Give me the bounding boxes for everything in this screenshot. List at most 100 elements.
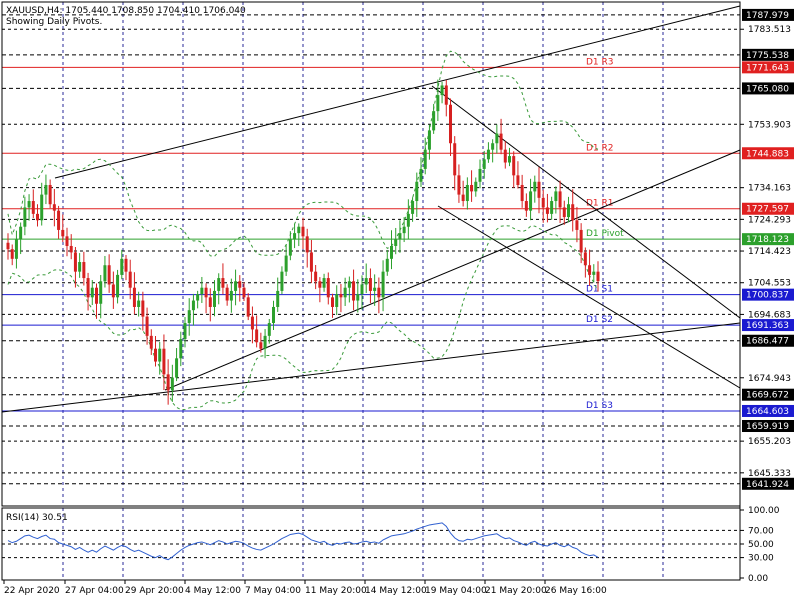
candle-body	[213, 290, 216, 307]
y-tick-label: 1734.163	[748, 184, 791, 194]
candle-body	[250, 316, 254, 330]
candle-body	[14, 239, 18, 259]
time-axis: 22 Apr 2020 27 Apr 04:00 29 Apr 20:00 4 May…	[3, 580, 607, 596]
candle-body	[322, 278, 326, 288]
level-price-tag	[742, 420, 794, 433]
candle-body	[116, 274, 120, 298]
candle-body	[120, 258, 124, 275]
pivot-price-label: 1744.883	[746, 149, 789, 159]
candle-body	[301, 226, 305, 237]
y-tick-label: 1674.943	[748, 374, 791, 384]
candle-body	[478, 168, 482, 182]
x-tick-label: 29 Apr 20:00	[125, 586, 184, 596]
level-price-tag	[742, 334, 794, 347]
trend-mid-support	[164, 149, 741, 391]
pivot-price-label: 1664.603	[746, 407, 789, 417]
candle-body	[132, 287, 136, 307]
candle-body	[65, 236, 69, 246]
candle-body	[482, 159, 486, 169]
candle-body	[145, 316, 149, 336]
candle-body	[533, 181, 537, 192]
rsi-y-tick-label: 100.00	[748, 506, 780, 516]
candle-body	[432, 111, 436, 131]
candle-body	[187, 310, 191, 324]
candle-body	[272, 306, 275, 324]
candle-body	[107, 265, 111, 285]
level-price-tag	[742, 388, 794, 401]
candle-body	[352, 281, 356, 301]
candle-body	[470, 184, 474, 192]
pivot-label: D1 R2	[586, 143, 614, 153]
x-tick-label: 22 Apr 2020	[4, 586, 60, 596]
x-tick-label: 19 May 04:00	[425, 586, 487, 596]
candle-body	[529, 191, 533, 211]
y-tick-label: 1783.513	[748, 25, 791, 35]
pivot-price-tag	[742, 288, 794, 301]
candle-body	[128, 271, 132, 288]
candle-body	[524, 201, 528, 211]
candle-body	[491, 143, 495, 150]
candle-body	[40, 194, 44, 221]
candle-body	[465, 184, 469, 202]
candle-body	[137, 300, 141, 307]
candle-body	[385, 258, 389, 272]
candle-body	[297, 226, 301, 234]
candle-body	[364, 278, 368, 285]
y-tick-label: 1704.553	[748, 279, 791, 289]
candle-body	[149, 335, 153, 349]
candle-body	[234, 281, 238, 291]
candle-body	[166, 374, 170, 391]
rsi-title: RSI(14) 30.51	[6, 513, 68, 523]
trend-down-upper	[431, 85, 741, 319]
candle-body	[436, 95, 440, 112]
candle-body	[280, 271, 284, 291]
candle-body	[95, 287, 98, 304]
y-tick-label: 1655.203	[748, 437, 791, 447]
candle-body	[208, 297, 212, 307]
trend-lower-support	[1, 322, 741, 413]
pivot-price-tag	[742, 319, 794, 332]
trend-upper-channel	[54, 5, 741, 179]
pivot-price-label: 1727.597	[746, 205, 789, 215]
band-lower	[7, 225, 599, 411]
level-price-tag	[742, 8, 794, 21]
candle-body	[175, 358, 179, 378]
candle-body	[217, 278, 221, 291]
candle-body	[390, 245, 393, 259]
candle-body	[141, 300, 145, 317]
candle-body	[255, 329, 259, 343]
candle-body	[495, 133, 499, 144]
candle-body	[293, 233, 297, 240]
candle-body	[356, 294, 360, 301]
pivot-price-tag	[742, 233, 794, 246]
level-price-label: 1669.672	[746, 391, 789, 401]
candle-body	[520, 184, 524, 202]
candle-body	[318, 281, 322, 288]
x-tick-label: 11 May 20:00	[305, 586, 367, 596]
candle-body	[183, 323, 187, 340]
candle-body	[406, 213, 410, 227]
candle-body	[309, 252, 313, 272]
candle-body	[90, 287, 94, 298]
candle-body	[331, 297, 334, 307]
level-price-label: 1775.538	[746, 51, 789, 61]
candle-body	[246, 297, 250, 317]
pivot-price-label: 1691.363	[746, 321, 789, 331]
candle-body	[61, 229, 65, 237]
candle-body	[339, 294, 343, 298]
candle-body	[154, 348, 157, 362]
candle-body	[204, 287, 208, 298]
level-price-label: 1686.477	[746, 337, 789, 347]
candle-body	[394, 239, 398, 246]
candle-body	[44, 184, 48, 195]
candle-body	[486, 149, 490, 160]
y-tick-label: 1753.903	[748, 120, 791, 130]
pivot-price-tag	[742, 202, 794, 215]
pivot-label: D1 Pivot	[586, 229, 624, 239]
candle-body	[537, 181, 541, 198]
rsi-y-tick-label: 50.00	[748, 540, 774, 550]
x-tick-label: 4 May 12:00	[185, 586, 241, 596]
candle-body	[267, 323, 271, 336]
y-tick-label: 1724.293	[748, 215, 791, 225]
candle-body	[558, 191, 562, 208]
